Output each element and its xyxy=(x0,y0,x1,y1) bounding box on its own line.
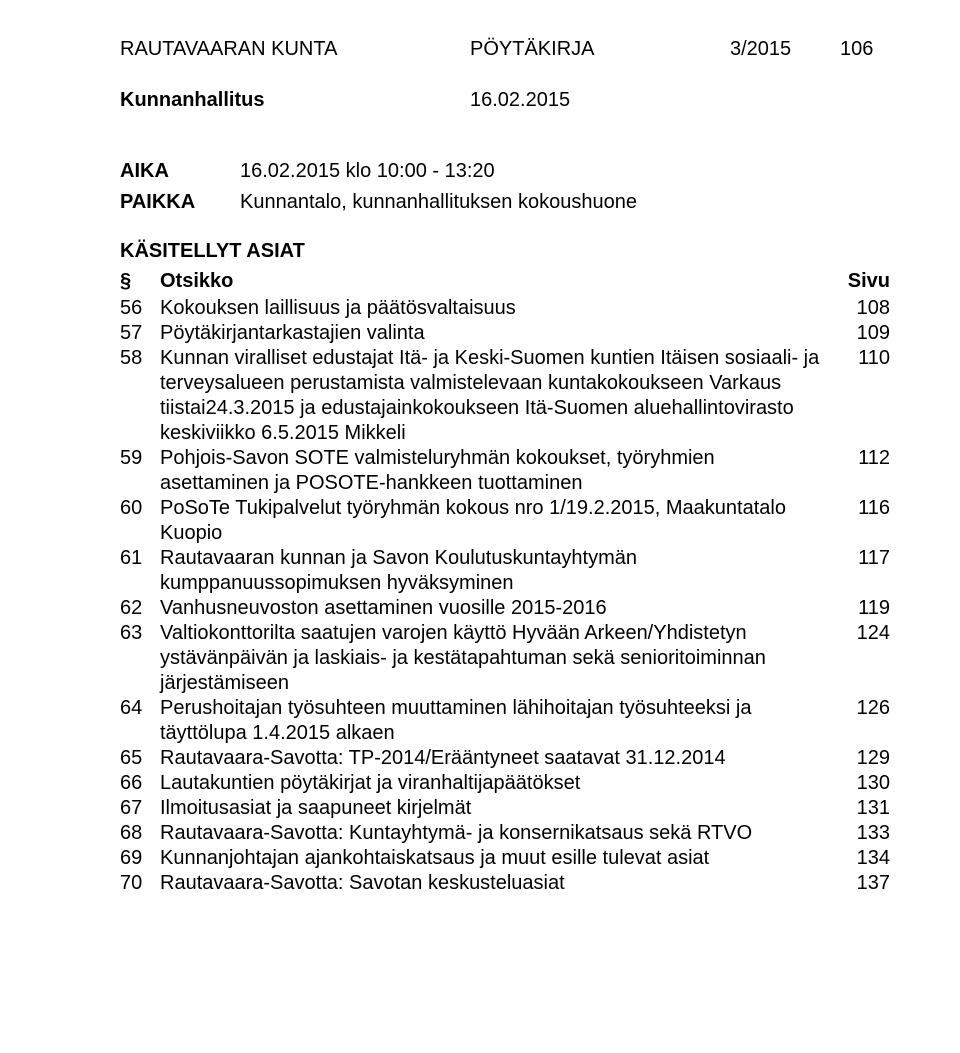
item-number: 56 xyxy=(120,296,160,321)
item-page: 129 xyxy=(830,746,890,771)
col-header-title: Otsikko xyxy=(160,269,830,294)
item-number: 67 xyxy=(120,796,160,821)
item-page: 130 xyxy=(830,771,890,796)
item-title: Kunnanjohtajan ajankohtaiskatsaus ja muu… xyxy=(160,846,830,871)
place-row: PAIKKA Kunnantalo, kunnanhallituksen kok… xyxy=(120,191,900,214)
item-number: 70 xyxy=(120,871,160,896)
agenda-item: 67Ilmoitusasiat ja saapuneet kirjelmät13… xyxy=(120,796,900,821)
agenda-item: 58Kunnan viralliset edustajat Itä- ja Ke… xyxy=(120,346,900,446)
item-page: 110 xyxy=(830,346,890,371)
item-title: Pohjois-Savon SOTE valmisteluryhmän koko… xyxy=(160,446,830,496)
item-page: 108 xyxy=(830,296,890,321)
item-number: 65 xyxy=(120,746,160,771)
page-number: 106 xyxy=(840,38,900,61)
agenda-item: 70Rautavaara-Savotta: Savotan keskustelu… xyxy=(120,871,900,896)
item-title: Kunnan viralliset edustajat Itä- ja Kesk… xyxy=(160,346,830,446)
item-page: 116 xyxy=(830,496,890,521)
agenda-item: 57Pöytäkirjantarkastajien valinta109 xyxy=(120,321,900,346)
agenda-item: 59Pohjois-Savon SOTE valmisteluryhmän ko… xyxy=(120,446,900,496)
item-page: 109 xyxy=(830,321,890,346)
item-title: Rautavaara-Savotta: TP-2014/Erääntyneet … xyxy=(160,746,830,771)
item-page: 124 xyxy=(830,621,890,646)
item-number: 60 xyxy=(120,496,160,521)
item-title: Lautakuntien pöytäkirjat ja viranhaltija… xyxy=(160,771,830,796)
agenda-item: 66Lautakuntien pöytäkirjat ja viranhalti… xyxy=(120,771,900,796)
doc-number: 3/2015 xyxy=(730,38,840,61)
item-page: 137 xyxy=(830,871,890,896)
item-title: Rautavaara-Savotta: Savotan keskusteluas… xyxy=(160,871,830,896)
col-header-symbol: § xyxy=(120,269,160,294)
item-page: 112 xyxy=(830,446,890,471)
agenda-item: 63Valtiokonttorilta saatujen varojen käy… xyxy=(120,621,900,696)
item-title: Perushoitajan työsuhteen muuttaminen läh… xyxy=(160,696,830,746)
item-page: 126 xyxy=(830,696,890,721)
item-page: 131 xyxy=(830,796,890,821)
agenda-item: 56Kokouksen laillisuus ja päätösvaltaisu… xyxy=(120,296,900,321)
col-header-page: Sivu xyxy=(830,269,890,294)
item-title: Rautavaaran kunnan ja Savon Koulutuskunt… xyxy=(160,546,830,596)
item-title: Valtiokonttorilta saatujen varojen käytt… xyxy=(160,621,830,696)
agenda-item: 64Perushoitajan työsuhteen muuttaminen l… xyxy=(120,696,900,746)
item-number: 68 xyxy=(120,821,160,846)
table-header-row: § Otsikko Sivu xyxy=(120,269,900,294)
item-title: Kokouksen laillisuus ja päätösvaltaisuus xyxy=(160,296,830,321)
agenda-item: 69Kunnanjohtajan ajankohtaiskatsaus ja m… xyxy=(120,846,900,871)
agenda-item: 65Rautavaara-Savotta: TP-2014/Erääntynee… xyxy=(120,746,900,771)
item-page: 119 xyxy=(830,596,890,621)
item-title: Ilmoitusasiat ja saapuneet kirjelmät xyxy=(160,796,830,821)
body-name: Kunnanhallitus xyxy=(120,89,470,112)
item-page: 117 xyxy=(830,546,890,571)
document-subheader: Kunnanhallitus 16.02.2015 xyxy=(120,89,900,112)
agenda-item: 61Rautavaaran kunnan ja Savon Koulutusku… xyxy=(120,546,900,596)
time-label: AIKA xyxy=(120,160,240,183)
items-heading: KÄSITELLYT ASIAT xyxy=(120,240,900,263)
item-page: 133 xyxy=(830,821,890,846)
item-title: Pöytäkirjantarkastajien valinta xyxy=(160,321,830,346)
item-number: 57 xyxy=(120,321,160,346)
agenda-table: § Otsikko Sivu 56Kokouksen laillisuus ja… xyxy=(120,269,900,896)
place-label: PAIKKA xyxy=(120,191,240,214)
item-number: 69 xyxy=(120,846,160,871)
item-number: 59 xyxy=(120,446,160,471)
item-title: PoSoTe Tukipalvelut työryhmän kokous nro… xyxy=(160,496,830,546)
item-number: 63 xyxy=(120,621,160,646)
place-value: Kunnantalo, kunnanhallituksen kokoushuon… xyxy=(240,191,900,214)
org-name: RAUTAVAARAN KUNTA xyxy=(120,38,470,61)
agenda-item: 68Rautavaara-Savotta: Kuntayhtymä- ja ko… xyxy=(120,821,900,846)
item-title: Vanhusneuvoston asettaminen vuosille 201… xyxy=(160,596,830,621)
item-number: 62 xyxy=(120,596,160,621)
document-header: RAUTAVAARAN KUNTA PÖYTÄKIRJA 3/2015 106 xyxy=(120,38,900,61)
agenda-item: 62Vanhusneuvoston asettaminen vuosille 2… xyxy=(120,596,900,621)
item-number: 64 xyxy=(120,696,160,721)
meeting-date: 16.02.2015 xyxy=(470,89,670,112)
item-number: 58 xyxy=(120,346,160,371)
document-page: RAUTAVAARAN KUNTA PÖYTÄKIRJA 3/2015 106 … xyxy=(0,0,960,1053)
item-title: Rautavaara-Savotta: Kuntayhtymä- ja kons… xyxy=(160,821,830,846)
agenda-item: 60PoSoTe Tukipalvelut työryhmän kokous n… xyxy=(120,496,900,546)
agenda-items: 56Kokouksen laillisuus ja päätösvaltaisu… xyxy=(120,296,900,896)
item-page: 134 xyxy=(830,846,890,871)
time-row: AIKA 16.02.2015 klo 10:00 - 13:20 xyxy=(120,160,900,183)
time-value: 16.02.2015 klo 10:00 - 13:20 xyxy=(240,160,900,183)
item-number: 66 xyxy=(120,771,160,796)
doc-type: PÖYTÄKIRJA xyxy=(470,38,730,61)
item-number: 61 xyxy=(120,546,160,571)
